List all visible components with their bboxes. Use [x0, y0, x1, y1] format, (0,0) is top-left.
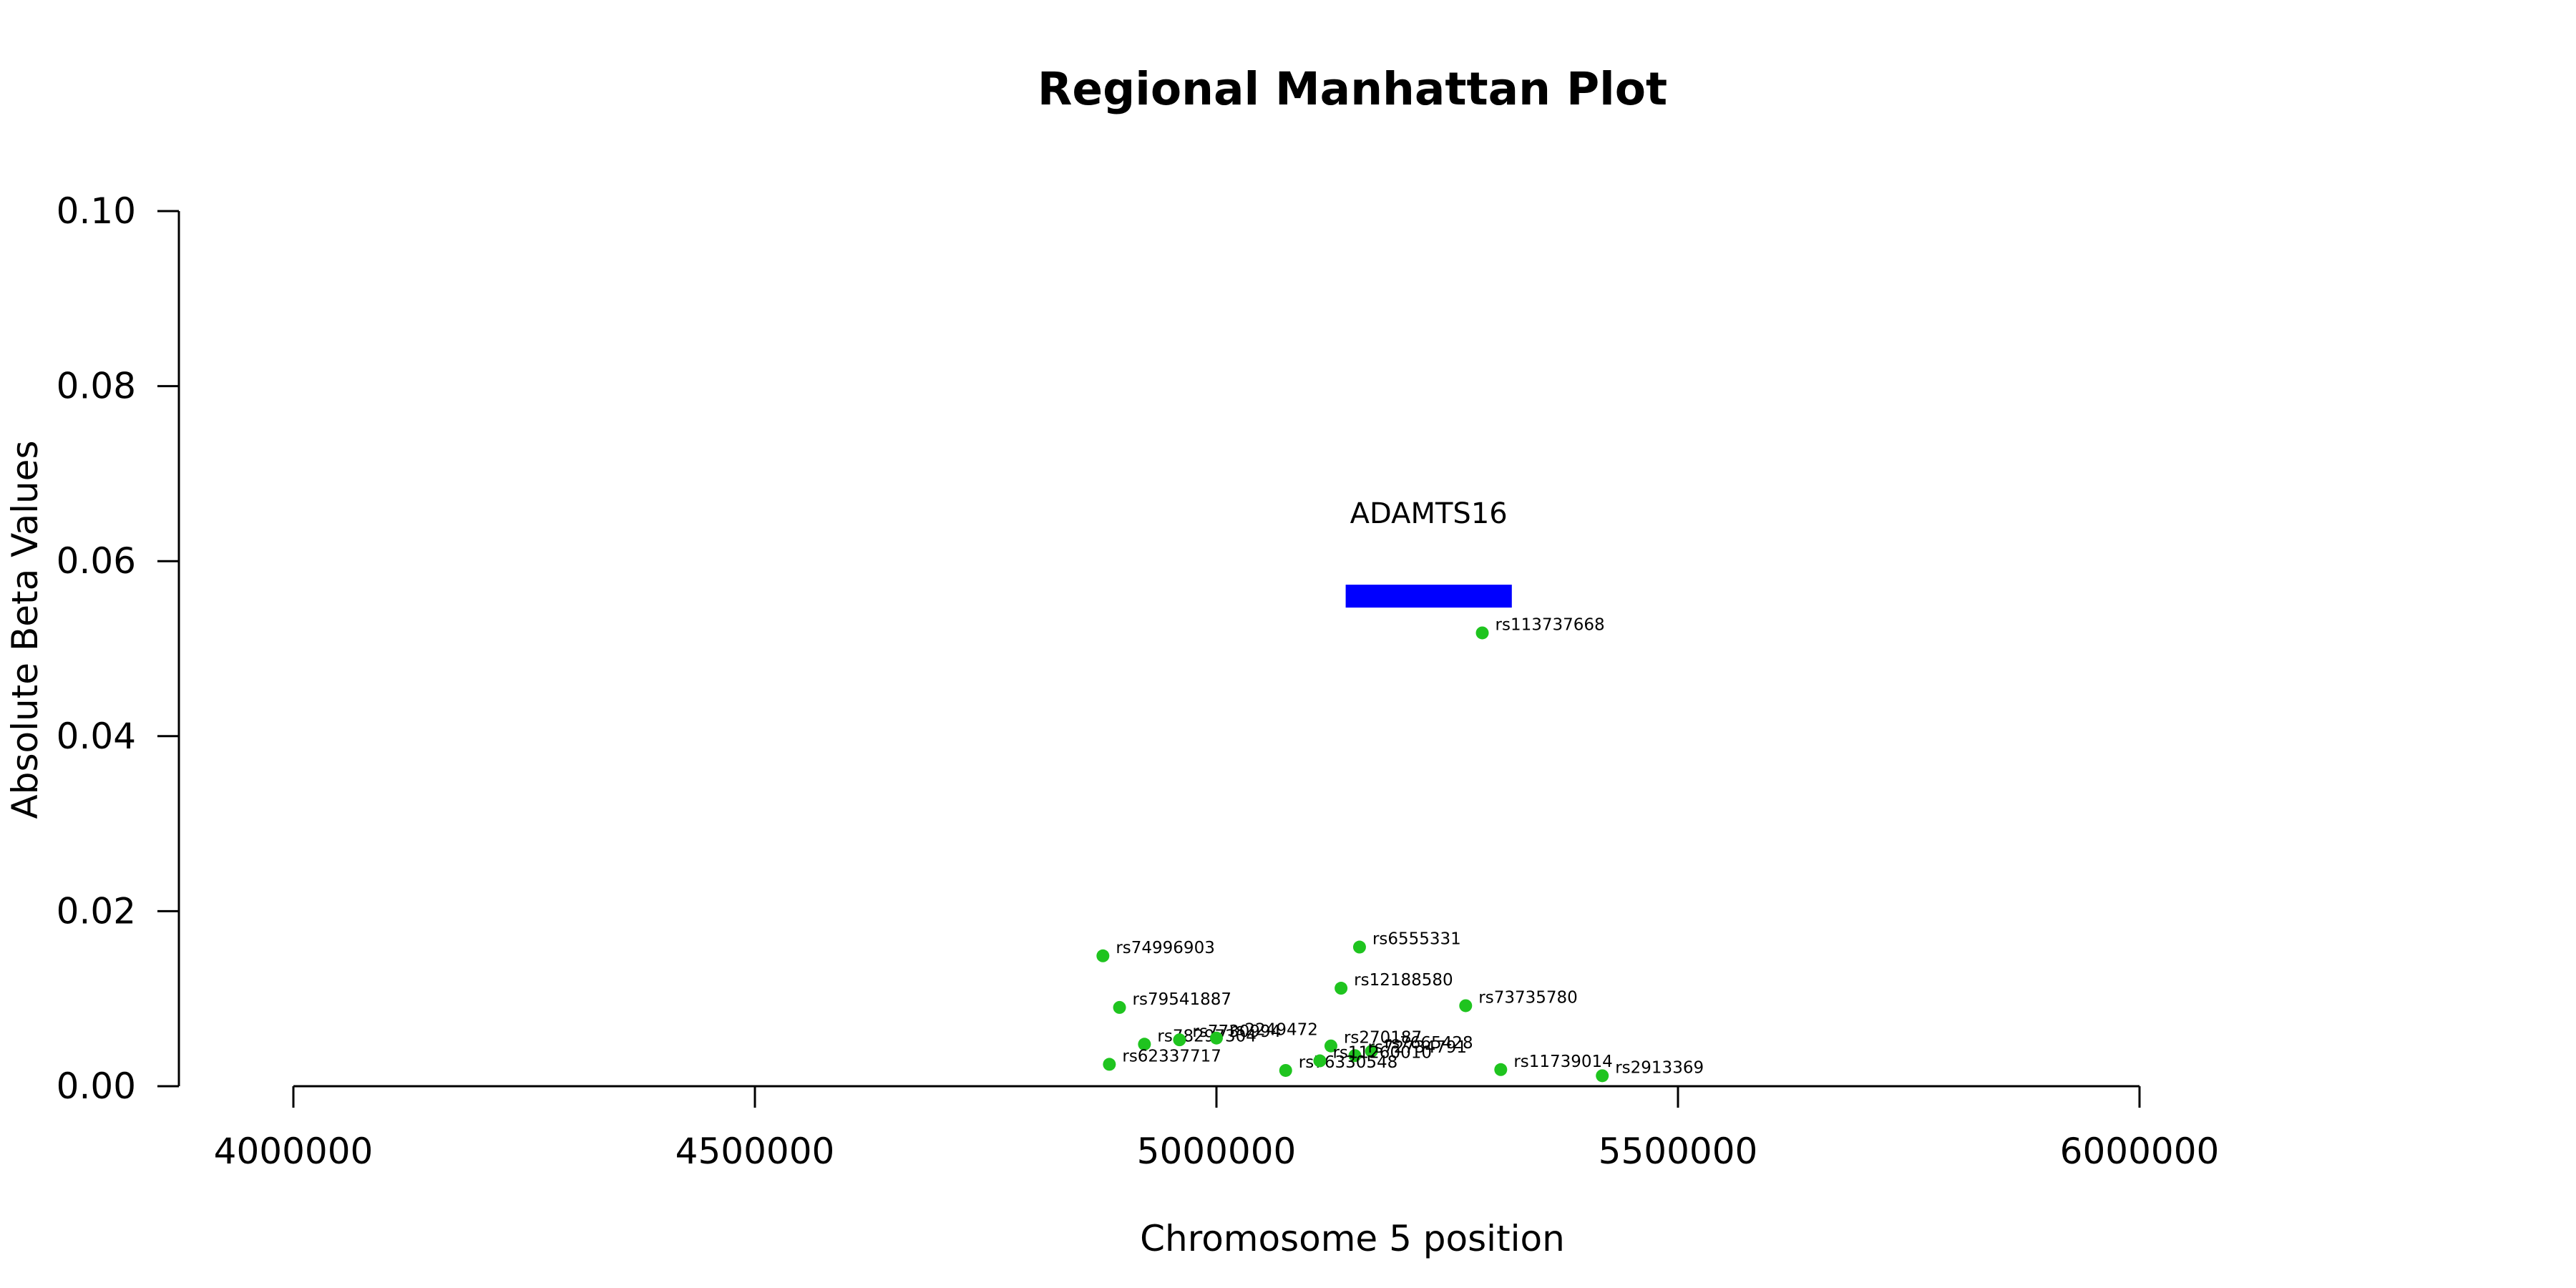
snp-label: rs11260010 — [1332, 1044, 1432, 1063]
snp-point — [1096, 949, 1110, 962]
gene-bar — [1345, 585, 1512, 608]
snp-point — [1138, 1038, 1151, 1051]
snp-point — [1113, 1000, 1126, 1014]
snp-label: rs7665428 — [1385, 1034, 1473, 1053]
snp-point — [1279, 1063, 1292, 1077]
snp-point — [1173, 1033, 1186, 1047]
y-axis-label: Absolute Beta Values — [4, 441, 46, 819]
snp-label: rs2249472 — [1229, 1021, 1318, 1040]
snp-label: rs7730994 — [1192, 1023, 1281, 1041]
y-tick-label: 0.04 — [57, 716, 136, 757]
snp-label: rs12188580 — [1354, 971, 1453, 990]
snp-label: rs73735780 — [1478, 988, 1578, 1007]
y-tick-label: 0.10 — [57, 190, 136, 232]
snp-point — [1365, 1045, 1378, 1058]
snp-point — [1335, 982, 1348, 995]
snp-point — [1313, 1054, 1327, 1068]
gene-track: ADAMTS16 — [1345, 497, 1512, 608]
x-tick-label: 6000000 — [2060, 1131, 2220, 1172]
snp-label: rs6555331 — [1372, 930, 1461, 949]
y-axis: 0.00 0.02 0.04 0.06 0.08 0.10 — [57, 190, 180, 1107]
snp-point — [1348, 1049, 1362, 1063]
y-tick-label: 0.06 — [57, 540, 136, 582]
snp-point — [1459, 999, 1473, 1013]
snp-label: rs79541887 — [1133, 990, 1232, 1009]
snp-label: rs270187 — [1344, 1029, 1422, 1048]
snp-label: rs62337717 — [1122, 1047, 1221, 1065]
snp-point — [1494, 1063, 1508, 1076]
x-tick-label: 5500000 — [1599, 1131, 1758, 1172]
snp-point — [1352, 940, 1366, 954]
snp-points: rs113737668 rs74996903 rs6555331 rs12188580… — [1096, 615, 1704, 1083]
x-tick-label: 4500000 — [675, 1131, 835, 1172]
snp-point — [1475, 626, 1489, 640]
chart-title: Regional Manhattan Plot — [1038, 63, 1667, 115]
y-tick-label: 0.08 — [57, 366, 136, 407]
x-axis: 4000000 4500000 5000000 5500000 6000000 — [214, 1085, 2220, 1172]
snp-point — [1324, 1039, 1337, 1053]
x-axis-label: Chromosome 5 position — [1140, 1218, 1565, 1259]
x-tick-label: 4000000 — [214, 1131, 374, 1172]
snp-label: rs2913369 — [1615, 1058, 1704, 1077]
y-tick-label: 0.00 — [57, 1065, 136, 1107]
snp-point — [1103, 1058, 1116, 1071]
snp-label: rs72734791 — [1368, 1038, 1468, 1057]
x-tick-label: 5000000 — [1137, 1131, 1297, 1172]
snp-label: rs74996903 — [1116, 939, 1215, 957]
snp-label: rs11739014 — [1513, 1053, 1613, 1071]
gene-label: ADAMTS16 — [1350, 497, 1508, 530]
snp-label: rs113737668 — [1496, 615, 1605, 634]
snp-point — [1596, 1069, 1609, 1083]
snp-point — [1210, 1031, 1223, 1045]
y-tick-label: 0.02 — [57, 890, 136, 932]
